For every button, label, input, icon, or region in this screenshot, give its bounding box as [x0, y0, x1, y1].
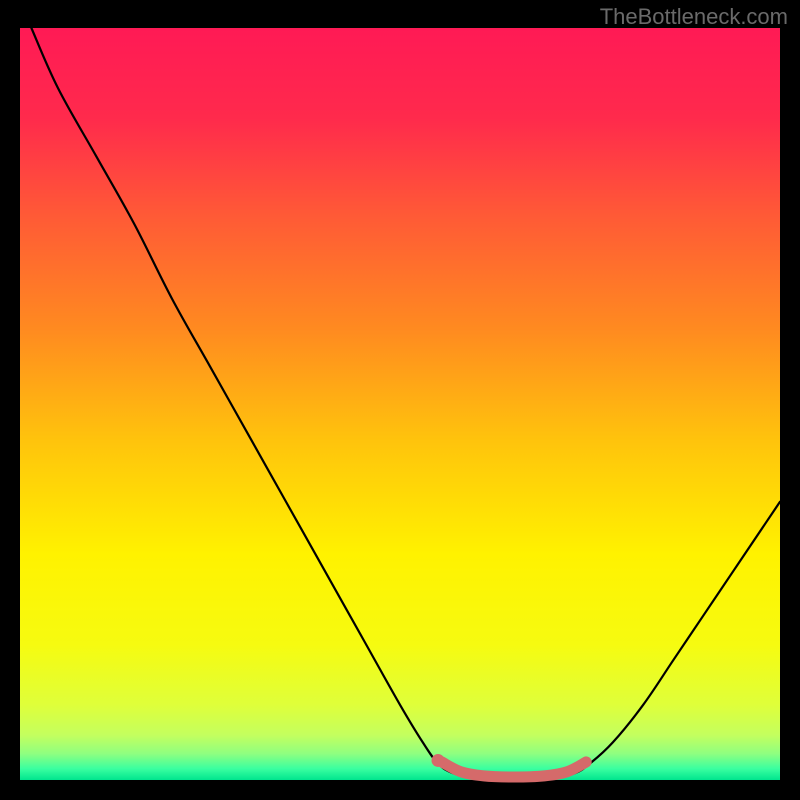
- optimal-point-marker: [432, 754, 445, 767]
- plot-gradient: [20, 28, 780, 780]
- chart-container: TheBottleneck.com: [0, 0, 800, 800]
- chart-svg: [0, 0, 800, 800]
- watermark-text: TheBottleneck.com: [600, 4, 788, 30]
